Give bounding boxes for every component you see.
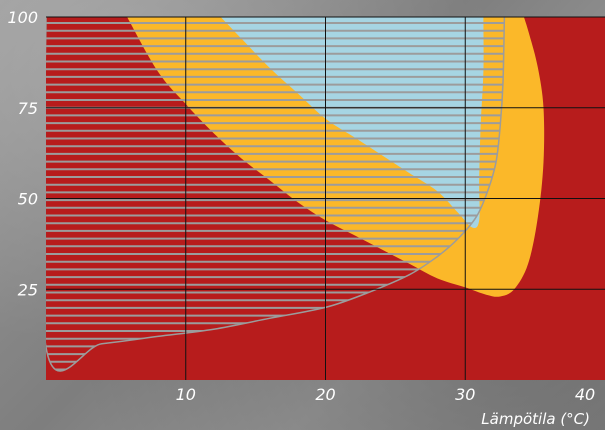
- y-tick-label: 25: [18, 280, 38, 299]
- y-tick-label: 75: [18, 99, 38, 118]
- x-tick-label: 10: [176, 385, 196, 404]
- x-tick-label: 20: [315, 385, 335, 404]
- y-tick-label: 100: [7, 8, 38, 27]
- x-tick-label: 40: [575, 385, 595, 404]
- x-axis-title: Lämpötila (°C): [481, 410, 590, 428]
- x-tick-label: 30: [455, 385, 475, 404]
- hatched-zone-outline: [46, 17, 506, 372]
- y-tick-label: 50: [18, 190, 38, 209]
